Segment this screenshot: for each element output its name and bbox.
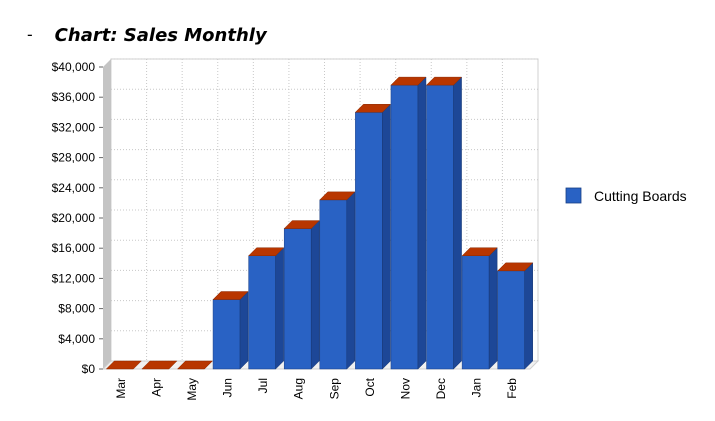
x-tick-label: Jan — [470, 378, 484, 397]
bar — [283, 219, 320, 370]
y-tick-label: $36,000 — [52, 90, 96, 104]
bar-top — [248, 247, 285, 256]
x-tick-label: Apr — [149, 378, 163, 397]
legend-label: Cutting Boards — [594, 188, 687, 204]
y-tick-label: $4,000 — [58, 332, 95, 346]
bar-side — [346, 191, 356, 370]
bar — [461, 247, 498, 370]
bar-top — [461, 247, 498, 256]
bar — [248, 247, 285, 370]
y-tick-label: $20,000 — [52, 211, 96, 225]
bar-front — [319, 199, 348, 370]
x-tick-label: Sep — [327, 378, 341, 400]
x-axis: Mar Apr May Jun Jul Aug Sep Oct Nov Dec Jan Feb — [114, 377, 519, 400]
bar — [319, 191, 356, 370]
legend-swatch — [565, 187, 582, 204]
bar-side — [488, 247, 498, 370]
bar — [176, 360, 214, 370]
y-axis: $0 $4,000 $8,000 $12,000 $16,000 $20,000 $24,0… — [52, 60, 103, 376]
x-tick-label: Feb — [505, 378, 519, 399]
x-tick-label: May — [185, 378, 199, 401]
bar-front — [248, 255, 276, 370]
y-tick-label: $28,000 — [52, 151, 96, 165]
bar-top — [497, 262, 534, 272]
bar-front — [355, 112, 383, 370]
y-tick-label: $40,000 — [52, 60, 96, 74]
x-tick-label: Jul — [256, 378, 270, 393]
bar-top — [105, 360, 142, 370]
bar — [212, 290, 249, 370]
chart-title: Chart: Sales Monthly — [54, 24, 267, 46]
bar-top — [354, 104, 391, 113]
bar-top — [319, 191, 356, 201]
chart-bars — [105, 76, 534, 370]
y-tick-label: $16,000 — [52, 241, 96, 255]
bar — [354, 103, 391, 370]
x-tick-label: Dec — [434, 378, 448, 399]
bar-front — [212, 299, 241, 370]
y-tick-label: $32,000 — [52, 120, 96, 134]
y-tick-label: $8,000 — [58, 302, 95, 316]
bar — [141, 360, 178, 370]
y-tick-label: $24,000 — [52, 181, 96, 195]
bar-top — [390, 76, 427, 86]
bar — [497, 262, 534, 370]
x-tick-label: Nov — [398, 378, 412, 399]
x-tick-label: Jun — [221, 378, 235, 397]
bar-front — [461, 255, 490, 370]
heading-bullet: - — [27, 25, 33, 44]
bar-side — [417, 76, 427, 370]
bar-side — [310, 219, 320, 370]
legend-item: Cutting Boards — [565, 187, 687, 204]
x-tick-label: Mar — [114, 378, 128, 399]
bar-side — [524, 262, 533, 370]
bar-top — [283, 220, 320, 229]
bar-side — [453, 76, 462, 370]
x-tick-label: Oct — [363, 377, 377, 396]
bar-front — [390, 84, 419, 370]
chart-legend: Cutting Boards — [565, 187, 687, 204]
bar-top — [141, 360, 178, 370]
chart-heading: - Chart: Sales Monthly — [27, 20, 267, 50]
y-tick-label: $12,000 — [52, 271, 96, 285]
bar-front — [497, 270, 525, 370]
bar — [105, 360, 142, 370]
bar-top — [212, 291, 249, 300]
bar-front — [283, 228, 312, 370]
bar-front — [426, 84, 454, 370]
bar-top — [425, 76, 463, 86]
bar — [390, 76, 427, 370]
bar-side — [382, 103, 391, 370]
x-tick-label: Aug — [292, 378, 306, 399]
bar — [425, 76, 463, 370]
bar-side — [275, 247, 284, 370]
bar-side — [239, 290, 249, 370]
bar-top — [176, 360, 214, 370]
y-tick-label: $0 — [82, 362, 96, 376]
left-wall — [103, 59, 111, 369]
